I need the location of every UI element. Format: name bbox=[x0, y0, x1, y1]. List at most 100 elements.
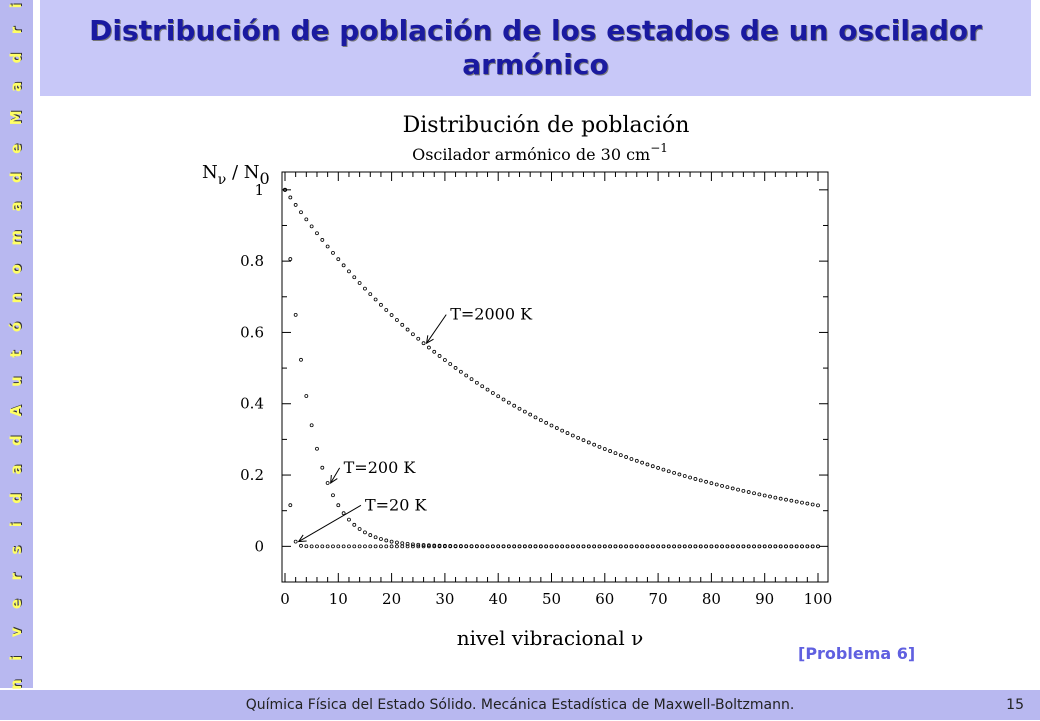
data-point bbox=[613, 451, 618, 456]
data-point bbox=[416, 336, 421, 341]
data-point bbox=[517, 406, 522, 411]
data-point bbox=[816, 503, 820, 508]
data-point bbox=[672, 470, 676, 475]
data-point bbox=[677, 472, 682, 477]
data-point bbox=[570, 433, 575, 438]
data-point bbox=[293, 203, 298, 207]
data-point bbox=[693, 544, 698, 549]
data-point bbox=[512, 403, 517, 408]
data-point bbox=[640, 544, 645, 549]
data-point bbox=[405, 541, 410, 546]
data-point bbox=[682, 474, 687, 478]
plot-frame bbox=[281, 171, 829, 583]
data-point bbox=[549, 423, 554, 428]
data-point bbox=[688, 475, 692, 480]
data-point bbox=[581, 544, 586, 549]
data-point bbox=[581, 438, 586, 443]
data-point bbox=[331, 493, 335, 498]
page-title: Distribución de población de los estados… bbox=[89, 14, 982, 81]
data-point bbox=[544, 544, 549, 549]
data-point bbox=[677, 544, 682, 549]
data-point bbox=[560, 428, 565, 433]
x-tick-label: 60 bbox=[595, 590, 614, 608]
data-point bbox=[400, 541, 405, 546]
data-point bbox=[661, 544, 666, 549]
data-point bbox=[762, 544, 767, 549]
series-annotations: T=2000 K T=200 K T=20 K bbox=[297, 305, 533, 543]
data-point bbox=[800, 544, 804, 549]
data-point bbox=[752, 491, 756, 496]
data-point bbox=[672, 544, 676, 549]
data-point bbox=[789, 544, 794, 549]
data-point bbox=[432, 544, 437, 549]
data-point bbox=[458, 544, 463, 549]
data-point bbox=[656, 466, 661, 470]
data-point bbox=[666, 544, 671, 549]
series-arrowhead bbox=[297, 534, 307, 543]
chart-subtitle: Oscilador armónico de 30 cm−1 bbox=[412, 141, 668, 164]
data-point bbox=[352, 275, 357, 280]
data-point bbox=[325, 544, 330, 549]
data-point bbox=[288, 503, 293, 508]
population-chart: Distribución de población Oscilador armó… bbox=[202, 113, 833, 650]
data-point bbox=[538, 544, 543, 549]
x-axis-label: nivel vibracional ν bbox=[457, 626, 644, 650]
data-point bbox=[784, 497, 788, 502]
data-point bbox=[725, 544, 730, 549]
data-point bbox=[368, 544, 373, 549]
x-tick-label: 100 bbox=[804, 590, 833, 608]
data-point bbox=[411, 542, 415, 547]
data-point bbox=[533, 415, 538, 420]
data-point bbox=[363, 530, 367, 535]
data-point bbox=[400, 544, 405, 549]
data-point bbox=[341, 511, 346, 516]
data-point bbox=[613, 544, 618, 549]
data-point bbox=[661, 467, 666, 472]
data-point bbox=[522, 409, 527, 414]
data-point bbox=[736, 544, 740, 549]
data-point bbox=[501, 397, 506, 402]
data-point bbox=[528, 544, 533, 549]
series-points bbox=[283, 187, 820, 549]
data-point bbox=[405, 544, 410, 549]
data-point bbox=[336, 257, 341, 262]
sidebar: U n i v e r s i d a d A u t ó n o m a d … bbox=[0, 0, 33, 721]
data-point bbox=[320, 544, 325, 549]
data-point bbox=[709, 544, 714, 549]
series-1 bbox=[283, 187, 820, 549]
data-point bbox=[384, 538, 389, 543]
data-point bbox=[400, 322, 405, 327]
data-point bbox=[384, 544, 389, 549]
data-point bbox=[666, 469, 671, 474]
data-point bbox=[506, 400, 511, 405]
data-point bbox=[288, 195, 293, 200]
data-point bbox=[597, 544, 602, 549]
data-point bbox=[453, 366, 458, 370]
data-point bbox=[720, 483, 724, 488]
series-arrow bbox=[330, 467, 341, 484]
data-point bbox=[741, 544, 746, 549]
title-banner: Distribución de población de los estados… bbox=[40, 0, 1031, 96]
data-point bbox=[480, 544, 485, 549]
data-point bbox=[379, 302, 383, 307]
data-point bbox=[682, 544, 687, 549]
data-point bbox=[315, 231, 319, 236]
data-point bbox=[816, 544, 820, 549]
data-point bbox=[533, 544, 538, 549]
series-label: T=20 K bbox=[365, 495, 428, 514]
data-point bbox=[768, 494, 772, 499]
page-number: 15 bbox=[1006, 697, 1024, 713]
data-point bbox=[810, 544, 815, 549]
data-point bbox=[293, 312, 298, 317]
series-arrowhead bbox=[330, 474, 338, 484]
data-point bbox=[352, 522, 357, 527]
data-point bbox=[800, 500, 804, 505]
data-point bbox=[576, 435, 581, 440]
data-point bbox=[565, 544, 570, 549]
data-point bbox=[352, 544, 357, 549]
data-point bbox=[570, 544, 575, 549]
data-point bbox=[501, 544, 506, 549]
data-point bbox=[315, 446, 319, 451]
data-point bbox=[778, 496, 783, 501]
data-point bbox=[698, 478, 703, 483]
